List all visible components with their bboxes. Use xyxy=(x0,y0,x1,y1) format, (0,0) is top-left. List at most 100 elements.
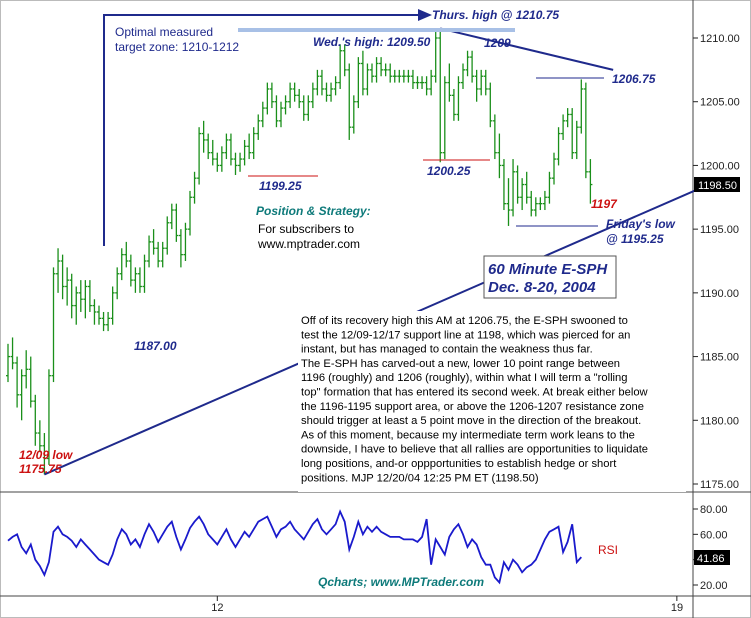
ohlc-bar xyxy=(269,82,274,109)
ohlc-bar xyxy=(415,76,420,89)
ohlc-bar xyxy=(442,76,447,160)
ohlc-bars xyxy=(6,28,593,475)
ohlc-bar xyxy=(124,241,129,268)
ohlc-bar xyxy=(274,95,279,128)
dec09-low-label-2: 1175.75 xyxy=(19,462,62,476)
ohlc-bar xyxy=(533,197,538,217)
ohlc-bar xyxy=(283,95,288,115)
ohlc-bar xyxy=(178,229,183,268)
commentary-line: 1196 (roughly) and 1206 (roughly), withi… xyxy=(301,372,628,384)
commentary-line: Off of its recovery high this AM at 1206… xyxy=(301,315,628,327)
ohlc-bar xyxy=(37,420,42,453)
target-zone-arrow xyxy=(103,14,418,246)
ohlc-bar xyxy=(51,267,56,383)
ohlc-bar xyxy=(197,127,202,185)
ohlc-bar xyxy=(470,50,475,83)
ohlc-bar xyxy=(365,63,370,96)
commentary-text: Off of its recovery high this AM at 1206… xyxy=(301,315,649,484)
ohlc-bar xyxy=(224,133,229,160)
commentary-line: test the 12/09-12/17 support line at 119… xyxy=(301,329,630,341)
ohlc-bar xyxy=(574,120,579,160)
ohlc-bar xyxy=(570,108,575,160)
ohlc-bar xyxy=(306,95,311,121)
ohlc-bar xyxy=(128,254,133,287)
commentary-line: The E-SPH has carved-out a new, lower 10… xyxy=(301,358,620,370)
ohlc-bar xyxy=(529,190,534,217)
current-price-tag xyxy=(694,177,740,192)
ohlc-bar xyxy=(160,241,165,268)
ohlc-bar xyxy=(24,350,29,389)
ohlc-bar xyxy=(520,178,525,211)
current-price-label: 1198.50 xyxy=(698,180,737,192)
ohlc-bar xyxy=(501,159,506,211)
ohlc-bar xyxy=(383,63,388,77)
ohlc-bar xyxy=(524,171,529,204)
ohlc-bar xyxy=(370,63,374,83)
ohlc-bar xyxy=(342,44,347,77)
ohlc-bar xyxy=(338,44,343,89)
ohlc-bar xyxy=(552,152,556,185)
ohlc-bar xyxy=(451,88,456,121)
ohlc-bar xyxy=(465,50,470,77)
ohlc-bar xyxy=(97,305,101,325)
high-1209-label: 1209 xyxy=(484,36,511,50)
ohlc-bar xyxy=(6,343,10,383)
ohlc-bar xyxy=(28,356,33,408)
ohlc-bar xyxy=(174,203,179,242)
wed-high-label: Wed.'s high: 1209.50 xyxy=(313,35,431,49)
ohlc-bar xyxy=(201,120,206,153)
ohlc-bar xyxy=(497,133,502,179)
ohlc-bar xyxy=(456,76,461,121)
low-1187-label: 1187.00 xyxy=(134,339,177,353)
high-120675-label: 1206.75 xyxy=(612,72,656,86)
ohlc-bar xyxy=(147,235,152,268)
ohlc-bar xyxy=(210,139,215,166)
ohlc-bar xyxy=(19,369,24,421)
ohlc-bar xyxy=(10,337,15,370)
ohlc-bar xyxy=(106,311,111,332)
price-tick-label: 1185.00 xyxy=(700,352,739,364)
rsi-panel xyxy=(7,509,582,585)
ohlc-bar xyxy=(15,356,20,408)
ohlc-bar xyxy=(251,127,256,160)
commentary-line: the 1196-1195 support area, or above the… xyxy=(301,401,644,413)
ohlc-bar xyxy=(420,76,425,89)
time-axis-ticks: 12 19 xyxy=(211,596,683,614)
commentary-line: top" formation that has entered its seco… xyxy=(301,387,649,399)
ohlc-bar xyxy=(60,254,65,300)
ohlc-bar xyxy=(356,57,361,109)
ohlc-bar xyxy=(288,82,293,109)
ohlc-bar xyxy=(74,286,79,325)
ohlc-bar xyxy=(119,248,124,281)
ohlc-bar xyxy=(515,165,520,204)
ohlc-bar xyxy=(33,394,38,446)
rsi-label: RSI xyxy=(598,543,618,557)
chart-title: 60 Minute E-SPH xyxy=(488,261,608,278)
ohlc-bar xyxy=(78,280,83,312)
ohlc-bar xyxy=(511,159,516,217)
ohlc-bar xyxy=(260,101,265,128)
ohlc-bar xyxy=(315,69,320,96)
low-120025-label: 1200.25 xyxy=(427,164,471,178)
ohlc-bar xyxy=(301,95,306,121)
rsi-line xyxy=(7,509,582,585)
ohlc-bar xyxy=(347,63,352,140)
ohlc-bar xyxy=(319,69,324,96)
strategy-title: Position & Strategy: xyxy=(256,204,371,218)
ohlc-bar xyxy=(565,108,570,128)
ohlc-bar xyxy=(583,82,588,179)
ohlc-bar xyxy=(215,152,220,172)
ohlc-bar xyxy=(324,82,329,102)
ohlc-bar xyxy=(65,267,70,306)
ohlc-bar xyxy=(479,69,484,96)
target-zone-label-1: Optimal measured xyxy=(115,25,213,39)
credit-label: Qcharts; www.MPTrader.com xyxy=(318,575,484,589)
ohlc-bar xyxy=(83,280,88,319)
ohlc-bar xyxy=(42,433,47,475)
ohlc-bar xyxy=(156,241,161,268)
ohlc-bar xyxy=(333,76,338,96)
ohlc-bar xyxy=(228,133,233,166)
low-119925-label: 1199.25 xyxy=(259,179,302,193)
ohlc-bar xyxy=(474,69,479,102)
ohlc-bar xyxy=(46,369,51,465)
